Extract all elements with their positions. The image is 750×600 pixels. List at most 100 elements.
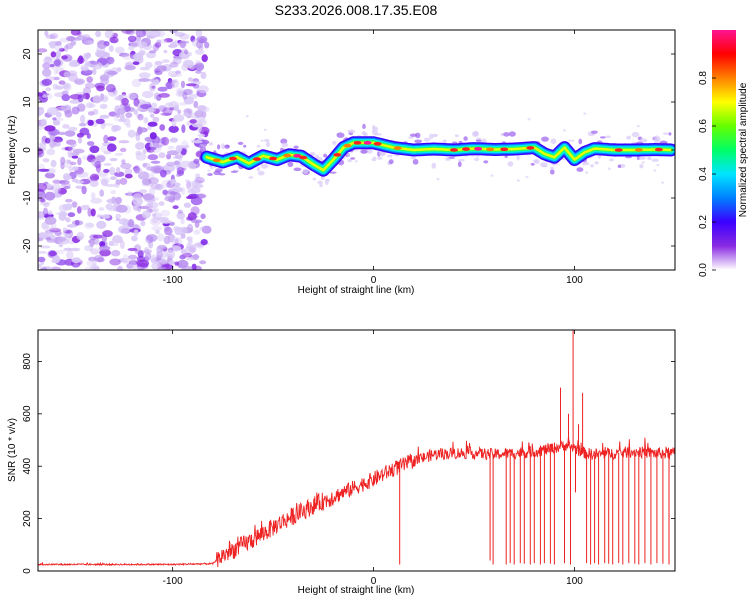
noise-blob <box>197 133 206 137</box>
noise-blob <box>173 114 185 122</box>
noise-blob <box>54 59 61 67</box>
ridge-hotspot <box>373 142 382 146</box>
ridge-hotspot <box>333 153 342 157</box>
noise-blob <box>53 180 66 184</box>
noise-blob <box>179 102 187 106</box>
noise-blob <box>149 132 157 140</box>
snr-frame <box>37 329 676 572</box>
noise-blob <box>147 177 159 185</box>
noise-blob <box>63 247 73 251</box>
noise-blob <box>175 70 182 75</box>
noise-blob <box>142 163 147 168</box>
ridge-halo <box>530 162 535 166</box>
noise-blob <box>50 159 57 168</box>
noise-blob <box>90 61 99 65</box>
noise-blob <box>147 201 154 206</box>
noise-blob <box>66 224 78 228</box>
noise-blob <box>150 160 161 164</box>
noise-blob <box>166 153 172 160</box>
ridge-halo <box>281 142 288 148</box>
noise-blob <box>176 259 189 268</box>
noise-blob <box>136 113 142 118</box>
ridge-halo <box>260 163 269 169</box>
snr-x-tick-label: 0 <box>371 576 377 587</box>
noise-blob <box>135 152 147 161</box>
noise-speck <box>585 171 589 174</box>
noise-blob <box>120 240 125 250</box>
noise-blob <box>43 56 53 64</box>
snr-y-label: SNR (10 * v/v) <box>7 418 18 482</box>
noise-blob <box>137 113 144 121</box>
noise-blob <box>123 118 131 126</box>
noise-blob <box>137 259 149 268</box>
noise-blob <box>58 204 68 213</box>
noise-blob <box>105 203 113 210</box>
noise-blob <box>168 260 175 265</box>
noise-blob <box>145 235 154 244</box>
noise-blob <box>66 35 76 42</box>
colorbar-tick-label: 0.2 <box>698 215 709 229</box>
noise-blob <box>155 229 160 235</box>
ridge-halo <box>507 161 514 167</box>
ridge-hotspot <box>299 155 308 160</box>
noise-blob <box>57 131 67 136</box>
noise-blob <box>133 97 140 107</box>
noise-blob <box>119 257 131 263</box>
noise-blob <box>168 80 178 83</box>
noise-blob <box>86 260 96 267</box>
noise-blob <box>50 183 62 193</box>
noise-blob <box>183 202 191 208</box>
noise-blob <box>125 30 135 35</box>
noise-blob <box>145 51 157 59</box>
noise-blob <box>158 152 166 159</box>
ridge-halo <box>541 136 549 142</box>
noise-blob <box>147 146 157 151</box>
noise-blob <box>46 148 56 156</box>
spectrogram-x-tick-label: -100 <box>163 275 183 286</box>
noise-blob <box>39 267 48 270</box>
noise-blob <box>147 107 154 114</box>
noise-blob <box>118 218 129 225</box>
noise-blob <box>114 152 124 156</box>
ridge-hotspot <box>614 148 623 152</box>
noise-blob <box>96 44 107 49</box>
noise-blob <box>159 258 168 265</box>
noise-blob <box>98 245 111 251</box>
noise-blob <box>76 56 85 65</box>
noise-blob <box>171 79 180 88</box>
noise-blob <box>151 216 159 224</box>
noise-blob <box>121 53 134 60</box>
noise-blob <box>186 180 191 190</box>
ridge-band-yellow <box>205 141 673 172</box>
ridge-halo <box>317 180 323 184</box>
noise-speck <box>563 129 566 132</box>
noise-blob <box>131 235 138 242</box>
snr-ticks: -100 0 100 0 200 400 600 800 <box>22 330 675 587</box>
noise-blob <box>141 90 154 99</box>
ridge-halo <box>638 156 646 160</box>
noise-blob <box>191 180 199 188</box>
ridge-halo <box>210 166 214 169</box>
noise-blob <box>120 162 132 170</box>
noise-blob <box>115 204 128 213</box>
noise-blob <box>128 45 135 51</box>
noise-blob <box>62 124 70 129</box>
noise-blob <box>105 183 117 188</box>
noise-blob <box>163 235 171 245</box>
noise-blob <box>137 250 144 258</box>
noise-blob <box>65 43 74 50</box>
noise-blob <box>106 56 115 65</box>
noise-blob <box>173 160 180 166</box>
noise-blob <box>71 201 78 208</box>
noise-blob <box>179 40 187 49</box>
noise-blob <box>146 166 157 171</box>
noise-speck <box>436 177 440 181</box>
noise-blob <box>119 177 128 185</box>
noise-blob <box>164 226 173 236</box>
noise-blob <box>38 125 45 130</box>
noise-blob <box>132 197 144 206</box>
noise-blob <box>44 216 57 225</box>
ridge-halo <box>651 158 659 162</box>
noise-blob <box>157 244 167 250</box>
